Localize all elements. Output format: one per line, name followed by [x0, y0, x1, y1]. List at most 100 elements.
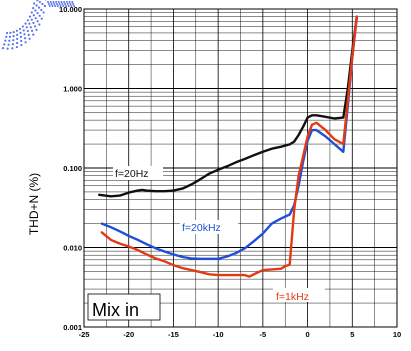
decor-dot — [72, 3, 75, 5]
decor-dot — [40, 17, 43, 20]
decor-dot — [6, 47, 9, 50]
decor-dot — [11, 43, 14, 46]
decor-dot — [30, 29, 34, 32]
y-tick-label: 0.100 — [63, 164, 82, 173]
decor-dot — [19, 35, 23, 39]
decor-dot — [69, 3, 72, 5]
decor-dot — [51, 5, 54, 7]
x-tick-label: -5 — [260, 330, 267, 339]
x-tick-label: -15 — [168, 330, 179, 339]
decor-dot — [35, 28, 38, 31]
x-tick-label: -20 — [123, 330, 134, 339]
decor-dot — [43, 4, 46, 8]
series-line-f20hz — [97, 15, 358, 198]
decor-dot — [71, 1, 74, 3]
label-f20hz: f=20Hz — [115, 168, 149, 180]
decor-dot — [16, 33, 19, 36]
decor-dot — [42, 11, 45, 14]
mix-in-label: Mix in — [92, 300, 139, 320]
decor-dot — [54, 5, 57, 7]
decor-dot — [38, 0, 42, 4]
decor-dot — [60, 1, 63, 3]
decor-dot — [62, 5, 65, 7]
decor-dot — [24, 41, 27, 44]
decor-dot — [70, 5, 73, 7]
decor-dot — [56, 5, 59, 7]
decor-dot — [48, 5, 51, 7]
corner-decoration — [1, 0, 76, 50]
decor-dot — [23, 33, 26, 36]
decor-dot — [29, 26, 32, 29]
series-line-f20khz — [100, 15, 358, 260]
decor-dot — [64, 3, 67, 5]
decor-dot — [19, 31, 22, 34]
decor-dot — [27, 33, 30, 36]
decor-dot — [7, 43, 10, 46]
y-tick-label: 10.000 — [59, 5, 82, 14]
decor-dot — [28, 37, 31, 40]
decor-dot — [9, 31, 12, 34]
decor-dot — [12, 39, 15, 42]
x-tick-label: 10 — [393, 330, 401, 339]
decor-dot — [3, 43, 6, 46]
y-tick-label: 0.001 — [63, 323, 82, 332]
decor-dot — [32, 7, 35, 10]
decor-dot — [33, 2, 36, 5]
y-tick-label: 0.010 — [63, 244, 82, 253]
label-f20khz-bg — [180, 220, 238, 234]
x-tick-label: 5 — [350, 330, 354, 339]
mix-in-box — [87, 293, 161, 321]
decor-dot — [56, 3, 58, 5]
decor-dot — [58, 3, 61, 5]
y-tick-label: 1.000 — [63, 85, 82, 94]
decor-dot — [8, 35, 12, 38]
decor-dot — [57, 1, 60, 3]
decor-dot — [30, 18, 33, 21]
decor-dot — [8, 39, 11, 42]
x-tick-label: 0 — [305, 330, 309, 339]
decor-dot — [73, 5, 76, 7]
decor-dot — [24, 22, 27, 25]
decor-dot — [20, 43, 23, 47]
decor-dot — [30, 11, 33, 14]
decor-dot — [32, 14, 35, 17]
y-tick-labels: 0.001 0.010 0.100 1.000 10.000 — [59, 5, 82, 332]
decor-dot — [35, 4, 38, 7]
decor-dot — [15, 29, 19, 32]
decor-dot — [63, 1, 66, 3]
decor-dot — [4, 39, 7, 42]
decor-dot — [40, 8, 43, 12]
decor-dot — [47, 1, 49, 3]
decor-dot — [50, 3, 53, 5]
decor-dot — [52, 1, 55, 3]
decor-dot — [21, 25, 24, 28]
y-axis-label: THD+N (%) — [27, 173, 41, 235]
decor-dot — [38, 23, 41, 26]
decor-dot — [33, 25, 37, 28]
x-tick-label: -10 — [213, 330, 224, 339]
label-f20khz: f=20kHz — [182, 222, 221, 234]
decor-dot — [36, 20, 39, 23]
decor-dot — [41, 2, 44, 6]
decor-dot — [49, 1, 52, 3]
decor-dot — [32, 21, 35, 25]
decor-dot — [61, 3, 64, 5]
decor-dot — [12, 35, 15, 38]
decor-dot — [68, 1, 71, 3]
decor-dot — [26, 19, 30, 22]
decor-dot — [26, 29, 29, 33]
label-f1khz-bg — [273, 288, 325, 302]
x-tick-labels: -25 -20 -15 -10 -5 0 5 10 — [79, 330, 402, 339]
decor-dot — [34, 9, 37, 12]
decor-dot — [34, 17, 37, 20]
decor-dot — [12, 31, 15, 34]
decor-dot — [5, 35, 8, 38]
decor-dot — [28, 22, 31, 25]
decor-dot — [32, 33, 35, 36]
decor-dot — [37, 6, 41, 9]
decor-dot — [18, 27, 22, 31]
decor-dot — [36, 11, 39, 15]
label-f20hz-bg — [113, 166, 163, 180]
decor-dot — [16, 41, 19, 45]
decor-dot — [47, 3, 50, 5]
